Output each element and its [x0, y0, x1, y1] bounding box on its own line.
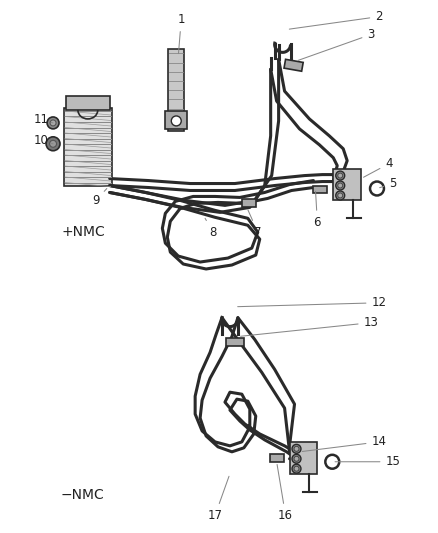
- Circle shape: [292, 464, 301, 473]
- Circle shape: [50, 120, 56, 126]
- Bar: [333, 168, 361, 200]
- Text: 9: 9: [92, 189, 107, 207]
- Bar: [314, 185, 327, 193]
- Circle shape: [294, 456, 299, 461]
- Bar: [64, 108, 112, 185]
- Text: 4: 4: [364, 157, 392, 177]
- Text: −NMC: −NMC: [61, 488, 105, 502]
- Circle shape: [292, 454, 301, 463]
- Bar: [242, 199, 256, 207]
- Text: 3: 3: [298, 28, 375, 60]
- Circle shape: [336, 171, 345, 180]
- Bar: [165, 111, 187, 129]
- Circle shape: [47, 117, 59, 129]
- Circle shape: [338, 183, 343, 188]
- Text: 2: 2: [290, 10, 383, 29]
- Text: 17: 17: [208, 477, 229, 522]
- Text: 13: 13: [240, 316, 378, 336]
- Text: 1: 1: [177, 13, 185, 54]
- Text: 8: 8: [205, 219, 217, 239]
- Text: 11: 11: [34, 114, 53, 126]
- Text: 15: 15: [335, 455, 400, 469]
- Circle shape: [171, 116, 181, 126]
- Text: 7: 7: [248, 210, 261, 239]
- Bar: [284, 59, 303, 71]
- Bar: [290, 442, 318, 474]
- Bar: [226, 337, 244, 346]
- Bar: [168, 50, 184, 131]
- Text: 10: 10: [34, 134, 53, 147]
- Text: 6: 6: [314, 191, 321, 229]
- Text: 14: 14: [302, 435, 386, 451]
- Circle shape: [338, 173, 343, 178]
- Bar: [270, 454, 283, 462]
- Circle shape: [294, 446, 299, 451]
- Circle shape: [46, 137, 60, 151]
- Circle shape: [49, 140, 57, 147]
- Circle shape: [294, 466, 299, 471]
- Text: 12: 12: [238, 296, 386, 309]
- Circle shape: [336, 191, 345, 200]
- Text: 5: 5: [380, 177, 396, 190]
- Text: 16: 16: [277, 464, 293, 522]
- Bar: [66, 96, 110, 110]
- Circle shape: [292, 445, 301, 453]
- Circle shape: [336, 181, 345, 190]
- Circle shape: [338, 193, 343, 198]
- Text: +NMC: +NMC: [61, 225, 105, 239]
